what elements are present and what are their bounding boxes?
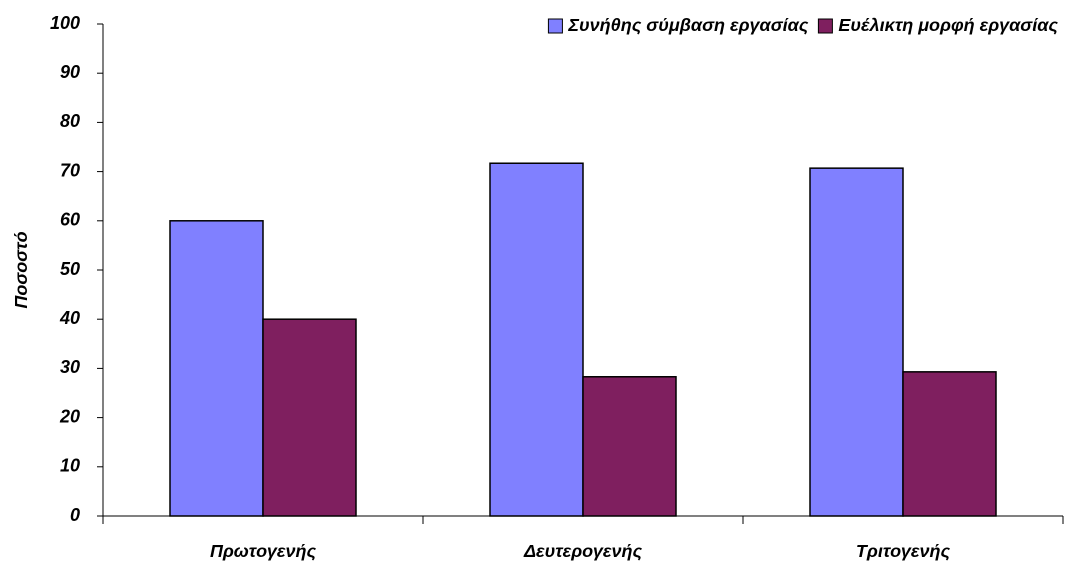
bar (169, 220, 264, 517)
y-tick-label: 0 (70, 505, 80, 525)
legend-label: Συνήθης σύμβαση εργασίας (567, 15, 808, 35)
y-tick-label: 50 (60, 259, 80, 279)
legend-swatch (547, 18, 563, 34)
y-tick-label: 90 (60, 62, 80, 82)
bar (489, 162, 584, 517)
bar (809, 167, 904, 517)
x-tick-label: Τριτογενής (856, 541, 951, 561)
bar (582, 376, 677, 517)
y-tick-label: 100 (50, 13, 80, 33)
legend-swatch (817, 18, 833, 34)
y-tick-label: 10 (60, 456, 80, 476)
y-tick-label: 40 (59, 308, 80, 328)
y-tick-label: 30 (60, 357, 80, 377)
y-tick-label: 20 (59, 406, 80, 426)
bar (902, 371, 997, 517)
x-tick-label: Πρωτογενής (210, 541, 316, 561)
legend-label: Ευέλικτη μορφή εργασίας (838, 15, 1058, 35)
y-tick-label: 60 (60, 210, 80, 230)
y-tick-label: 80 (60, 111, 80, 131)
x-tick-label: Δευτερογενής (523, 541, 643, 561)
bar (262, 318, 357, 517)
y-tick-label: 70 (60, 160, 80, 180)
y-axis-label: Ποσοστό (11, 231, 31, 308)
